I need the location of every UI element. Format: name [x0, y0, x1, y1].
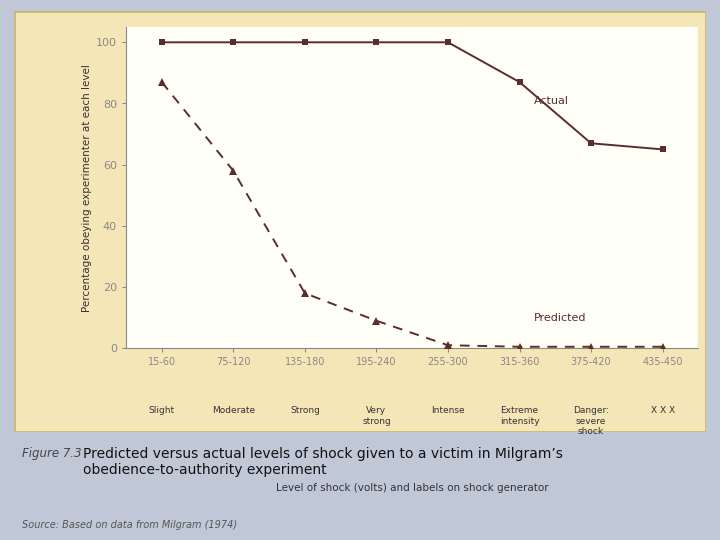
Text: X X X: X X X — [651, 406, 675, 415]
Text: Actual: Actual — [534, 96, 569, 105]
Text: Figure 7.3: Figure 7.3 — [22, 447, 81, 460]
Y-axis label: Percentage obeying experimenter at each level: Percentage obeying experimenter at each … — [82, 64, 92, 312]
Text: Predicted versus actual levels of shock given to a victim in Milgram’s obedience: Predicted versus actual levels of shock … — [83, 447, 562, 477]
Text: Strong: Strong — [290, 406, 320, 415]
Text: Very
strong: Very strong — [362, 406, 391, 426]
Text: Predicted: Predicted — [534, 313, 586, 323]
Text: Level of shock (volts) and labels on shock generator: Level of shock (volts) and labels on sho… — [276, 483, 549, 493]
Text: Source: Based on data from Milgram (1974): Source: Based on data from Milgram (1974… — [22, 519, 237, 530]
Text: Slight: Slight — [149, 406, 175, 415]
Text: Extreme
intensity: Extreme intensity — [500, 406, 539, 426]
Text: Intense: Intense — [431, 406, 465, 415]
Text: Moderate: Moderate — [212, 406, 255, 415]
Text: Danger:
severe
shock: Danger: severe shock — [573, 406, 609, 436]
